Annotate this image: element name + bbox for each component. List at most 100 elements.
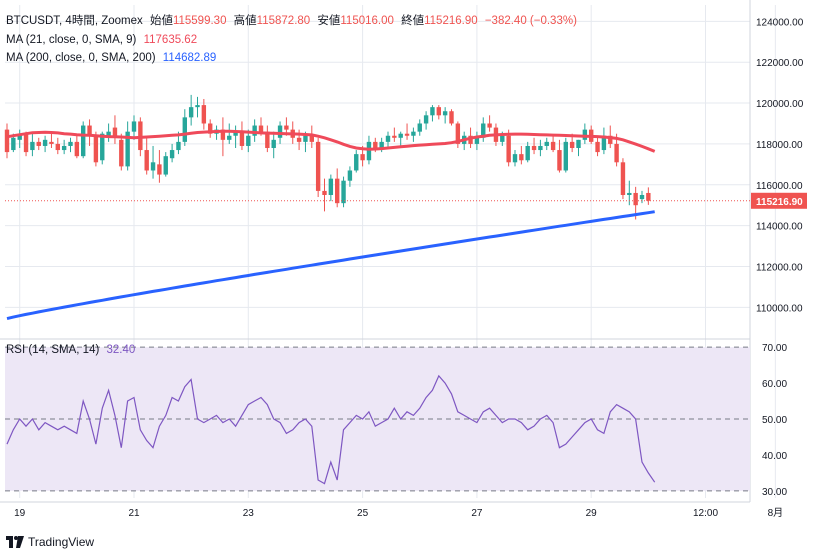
candle-body [506,135,511,163]
price-tick-label: 118000.00 [756,140,803,151]
candle-body [639,194,645,200]
ma21-value: 117635.62 [143,34,198,46]
candle-body [201,105,207,124]
candle-body [169,150,175,159]
candle-body [322,190,327,195]
last-price-tag-text: 115216.90 [756,197,803,208]
price-tick-label: 120000.00 [756,99,804,110]
candle-body [608,135,613,144]
ma200-legend[interactable]: MA (200, close, 0, SMA, 200) 114682.89 [6,52,220,64]
candle-body [100,133,105,161]
axes: 124000.00 122000.00 120000.00 118000.00 1160… [14,17,804,519]
candle-body [303,135,308,142]
candle-body [569,141,575,149]
candle-body [36,141,41,146]
candle-body [233,131,238,136]
candle-body [277,125,283,138]
rsi-tick-label: 40.00 [762,451,787,462]
candle-body [112,127,118,138]
tradingview-brand[interactable]: TradingView [6,535,94,549]
ohlc-legend: BTCUSDT, 4時間, Zoomex 始値115599.30 高値11587… [6,12,581,28]
last-price-tag: 115216.90 [751,192,807,209]
candle-body [633,192,638,206]
high-label: 高値 [233,15,257,27]
candle-body [430,107,435,116]
candle-body [385,135,391,142]
ma200-value: 114682.89 [162,52,217,64]
candle-body [74,141,80,157]
rsi-label: RSI (14, SMA, 14) [6,344,100,356]
rsi-tick-label: 70.00 [762,343,787,354]
time-tick-label: 27 [471,508,483,519]
candle-body [208,123,213,134]
candle-body [227,135,232,140]
open-value: 115599.30 [172,15,227,27]
candle-body [220,129,226,140]
candle-body [347,170,353,181]
candle-body [61,145,67,151]
candle-body [500,135,505,142]
candle-body [157,164,162,175]
rsi-value: 32.40 [106,344,136,356]
candle-body [42,139,48,146]
symbol-label[interactable]: BTCUSDT, 4時間, Zoomex [6,15,143,27]
candle-body [4,129,10,153]
candle-body [93,135,99,163]
candle-body [512,154,518,163]
candle-body [195,105,200,108]
rsi-level-lines [5,346,750,492]
candle-body [449,111,454,124]
time-tick-label: 23 [243,508,255,519]
candle-body [138,121,143,151]
candle-body [163,156,168,175]
rsi-line [6,374,656,485]
candle-body [335,178,340,204]
candle-body [119,139,124,167]
candle-body [436,107,441,116]
candle-body [519,154,524,161]
candle-body [398,133,403,138]
candle-body [550,141,556,151]
candle-body [271,139,276,149]
ma21-legend[interactable]: MA (21, close, 0, SMA, 9) 117635.62 [6,34,201,46]
change-value: −382.40 (−0.33%) [484,15,577,27]
candle-body [68,141,73,146]
candle-body [17,133,22,140]
candle-body [81,125,86,157]
candle-body [30,141,35,151]
candle-body [442,111,448,116]
candle-body [309,135,314,142]
candle-body [366,141,372,161]
close-label: 終値 [401,15,425,27]
candle-body [315,141,321,191]
ma21-label: MA (21, close, 0, SMA, 9) [6,34,137,46]
candle-body [150,162,156,171]
candle-body [49,141,54,144]
candle-body [55,143,60,151]
candle-body [341,180,346,204]
candle-body [252,125,257,136]
close-value: 115216.90 [424,15,478,27]
candle-body [23,133,29,153]
candle-body [125,131,130,167]
candle-body [595,141,600,153]
candle-body [131,121,137,132]
candle-body [144,150,149,171]
open-label: 始値 [149,15,173,27]
candles [4,94,651,220]
candle-body [176,141,181,151]
candle-body [620,162,626,195]
price-tick-label: 110000.00 [756,303,803,314]
rsi-legend[interactable]: RSI (14, SMA, 14) 32.40 [6,344,139,356]
time-tick-label: 12:00 [693,508,718,519]
candle-body [455,123,461,144]
candle-body [627,192,632,195]
candle-body [87,125,92,136]
candle-body [258,125,264,132]
candle-body [328,178,334,195]
time-tick-label: 19 [14,508,26,519]
candle-body [487,123,492,128]
time-tick-label: 29 [586,508,598,519]
candle-body [563,141,568,171]
